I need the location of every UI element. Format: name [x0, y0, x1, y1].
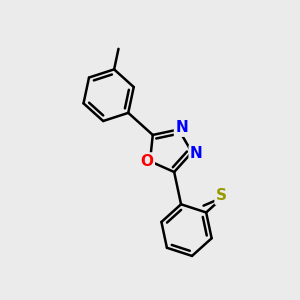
Text: O: O	[140, 154, 154, 169]
Text: S: S	[216, 188, 227, 203]
Text: N: N	[175, 120, 188, 135]
Text: N: N	[190, 146, 203, 161]
